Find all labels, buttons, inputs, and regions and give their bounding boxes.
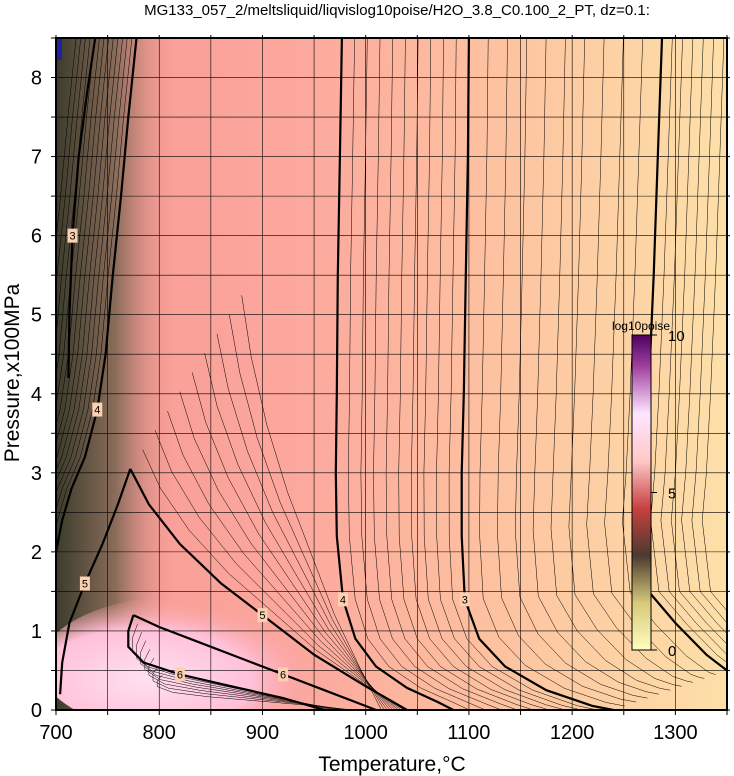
contour-label-bg (337, 592, 348, 607)
colorbar: log10poise 0 5 10 (612, 319, 685, 660)
fine-contour-line (167, 410, 399, 710)
colorbar-ticks: 0 5 10 (651, 328, 685, 660)
contour-label-bg (92, 402, 103, 417)
fine-contour-line (154, 430, 402, 710)
y-tick-label: 4 (31, 384, 42, 406)
colorbar-gradient (631, 334, 652, 651)
fine-contour-line (604, 38, 705, 679)
chart-title: MG133_057_2/meltsliquid/liqvislog10poise… (144, 2, 650, 19)
fine-contour-line (423, 38, 566, 710)
y-axis: 0 1 2 3 4 5 6 7 8 (31, 37, 730, 722)
fine-contour-line (660, 38, 727, 656)
y-tick-label: 6 (31, 226, 42, 248)
fine-contour-line (691, 38, 727, 624)
colorbar-label: log10poise (612, 319, 670, 333)
y-tick-label: 7 (31, 147, 42, 169)
fine-contour-line (179, 391, 396, 710)
contour-line (334, 38, 454, 710)
fine-contour-line (550, 38, 671, 691)
contour-label-bg (459, 592, 470, 607)
contour-label-bg (257, 608, 268, 623)
fine-contour-line (622, 38, 716, 675)
y-tick-label: 1 (31, 621, 42, 643)
x-tick-label: 1100 (447, 722, 490, 744)
fine-contour-line (241, 295, 382, 710)
contour-label-bg (278, 667, 289, 682)
fine-contour-line (348, 38, 470, 710)
contour-label: 5 (259, 610, 265, 622)
contour-line (67, 38, 97, 379)
contour-label-bg (174, 667, 185, 682)
fine-contour-line (204, 353, 391, 710)
contour-label: 4 (94, 405, 100, 417)
y-tick-label: 2 (31, 542, 42, 564)
x-axis-label: Temperature,°C (318, 753, 465, 776)
fine-contour-line (398, 38, 534, 710)
y-tick-label: 8 (31, 68, 42, 90)
x-tick-label: 900 (246, 722, 279, 744)
fine-contour-line (671, 38, 727, 645)
contour-label-bg (67, 228, 78, 243)
fine-contour-line (532, 38, 659, 695)
fine-contour-line (360, 38, 486, 710)
colorbar-tick-label: 10 (668, 328, 685, 345)
fine-contour-line (448, 38, 598, 710)
fine-contour-line (515, 38, 648, 699)
fine-contour-line (142, 449, 405, 710)
contour-line (132, 614, 377, 710)
fine-contour-line (411, 38, 550, 710)
contour-label: 4 (340, 594, 346, 606)
x-tick-label: 1200 (550, 722, 595, 744)
contour-line (56, 38, 138, 553)
y-tick-label: 3 (31, 463, 42, 485)
x-axis: 700 800 900 1000 1100 1200 1300 (39, 35, 728, 744)
x-tick-label: 1300 (653, 722, 698, 744)
fine-contour-line (497, 38, 637, 703)
contour-line (460, 38, 614, 710)
contour-label: 3 (462, 594, 468, 606)
y-axis-label: Pressure,x100MPa (1, 283, 24, 462)
grid-lines (56, 38, 727, 710)
contour-label: 6 (177, 669, 183, 681)
x-tick-label: 700 (39, 722, 72, 744)
contour-label: 6 (280, 669, 286, 681)
plot-area: 234556634 (56, 38, 727, 710)
y-tick-label: 5 (31, 305, 42, 327)
fine-contour-line (436, 38, 582, 710)
contour-line (127, 614, 325, 710)
contour-label: 3 (69, 231, 75, 243)
fine-contour-line (373, 38, 502, 710)
fine-contour-line (650, 38, 727, 663)
x-tick-label: 800 (143, 722, 176, 744)
contour-label-bg (79, 576, 90, 591)
colorbar-tick-label: 0 (668, 643, 676, 660)
contour-label: 5 (82, 579, 88, 591)
colorbar-tick-label: 5 (668, 486, 676, 503)
plot-frame (55, 37, 728, 711)
fine-contour-line (216, 333, 388, 710)
contour-line (129, 468, 408, 710)
fine-contour-line (479, 38, 625, 707)
fine-contour-line (681, 38, 727, 634)
fine-contour-line (701, 38, 727, 612)
x-tick-label: 1000 (343, 722, 388, 744)
fine-contour-line (229, 314, 385, 710)
y-tick-label: 0 (31, 700, 42, 722)
fine-contour-line (191, 372, 393, 710)
